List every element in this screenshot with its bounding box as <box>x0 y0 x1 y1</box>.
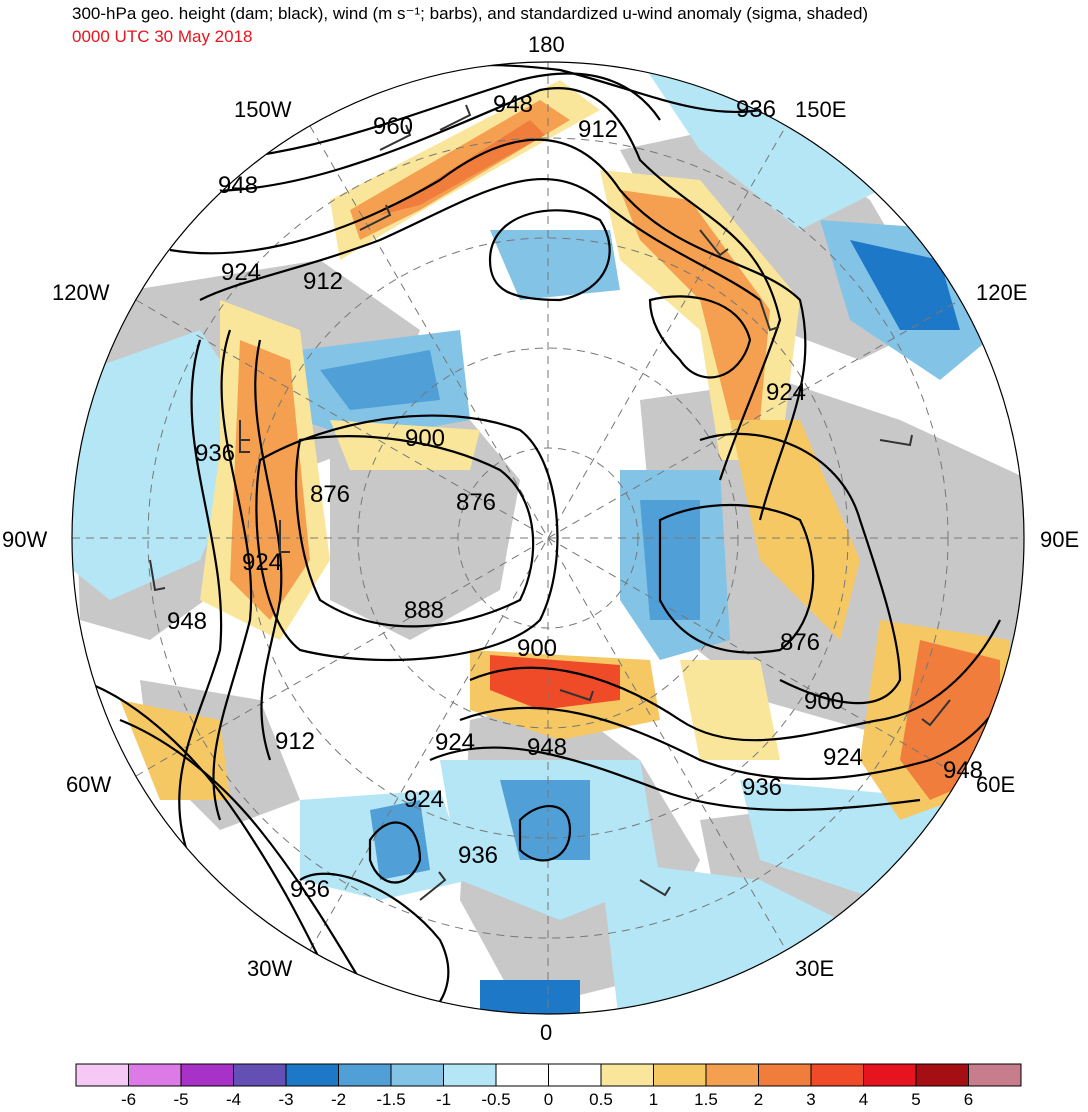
colorbar-tick-label: -1 <box>435 1090 452 1109</box>
colorbar-tick-label: 2 <box>753 1090 764 1109</box>
lon-label-180: 180 <box>528 32 565 57</box>
contour-label: 924 <box>404 786 444 813</box>
contour-label: 936 <box>290 876 330 903</box>
colorbar-tick-label: 3 <box>806 1090 816 1109</box>
contour-label: 876 <box>780 629 820 656</box>
colorbar-tick-label: -5 <box>173 1090 189 1109</box>
contour-label: 936 <box>195 440 235 467</box>
contour-label: 936 <box>458 842 498 869</box>
contour-label: 900 <box>804 688 844 715</box>
contour-label: 936 <box>742 774 782 801</box>
contour-labels: 948 960 912 936 948 924 912 900 876 876 … <box>167 91 983 903</box>
colorbar <box>75 1063 1022 1087</box>
colorbar-swatch <box>285 1063 339 1087</box>
colorbar-tick-label: 0 <box>543 1090 554 1109</box>
graticule <box>72 62 1024 1014</box>
lon-label-90e: 90E <box>1040 527 1080 552</box>
colorbar-swatch <box>863 1063 917 1087</box>
contour-label: 924 <box>823 744 863 771</box>
contour-label: 900 <box>517 635 557 662</box>
colorbar-swatch <box>548 1063 602 1087</box>
contour-label: 936 <box>736 96 776 123</box>
lon-label-60w: 60W <box>66 772 112 797</box>
colorbar-swatch <box>128 1063 182 1087</box>
colorbar-swatch <box>968 1063 1022 1087</box>
colorbar-tick-label: -6 <box>120 1090 137 1109</box>
colorbar-tick-label: 4 <box>858 1090 869 1109</box>
colorbar-swatch <box>75 1063 129 1087</box>
contour-label: 948 <box>527 734 567 761</box>
colorbar-tick-label: 6 <box>963 1090 974 1109</box>
colorbar-tick-label: -2 <box>330 1090 347 1109</box>
lon-label-30w: 30W <box>247 956 293 981</box>
colorbar-tick-label: 1 <box>648 1090 659 1109</box>
colorbar-swatch <box>653 1063 707 1087</box>
colorbar-tick-label: 0.5 <box>589 1090 613 1109</box>
contour-label: 912 <box>578 116 618 143</box>
lon-label-150w: 150W <box>234 97 292 122</box>
lon-label-150e: 150E <box>795 97 847 122</box>
contour-label: 876 <box>310 481 350 508</box>
colorbar-tick-label: -0.5 <box>481 1090 511 1109</box>
contour-label: 900 <box>405 425 445 452</box>
contour-label: 924 <box>766 379 806 406</box>
lon-label-60e: 60E <box>976 772 1016 797</box>
contour-label: 876 <box>456 489 496 516</box>
colorbar-swatch <box>810 1063 864 1087</box>
colorbar-swatch <box>390 1063 444 1087</box>
colorbar-tick-label: 1.5 <box>694 1090 718 1109</box>
contour-label: 960 <box>373 113 413 140</box>
contour-label: 924 <box>221 259 261 286</box>
colorbar-swatch <box>705 1063 759 1087</box>
colorbar-swatch <box>180 1063 234 1087</box>
wind-barbs <box>149 104 951 977</box>
lon-label-120e: 120E <box>976 280 1028 305</box>
colorbar-tick-label: -3 <box>278 1090 294 1109</box>
colorbar-tick-label: -1.5 <box>376 1090 406 1109</box>
colorbar-tick-label: -4 <box>225 1090 242 1109</box>
contour-label: 948 <box>943 757 983 784</box>
colorbar-tick-label: 5 <box>911 1090 921 1109</box>
contour-label: 888 <box>404 597 444 624</box>
colorbar-swatch <box>495 1063 549 1087</box>
contour-label: 948 <box>493 91 533 118</box>
contour-label: 948 <box>218 172 258 199</box>
colorbar-swatch <box>915 1063 969 1087</box>
map-disk <box>72 62 1024 1014</box>
lon-label-120w: 120W <box>52 280 110 305</box>
contour-label: 912 <box>303 268 343 295</box>
contour-label: 924 <box>242 549 282 576</box>
contour-label: 912 <box>275 728 315 755</box>
positive-anomaly-shading <box>120 80 1010 820</box>
map-title: 300-hPa geo. height (dam; black), wind (… <box>72 4 869 23</box>
contour-label: 948 <box>167 608 207 635</box>
colorbar-swatch <box>233 1063 287 1087</box>
lon-label-90w: 90W <box>2 527 48 552</box>
colorbar-swatch <box>338 1063 392 1087</box>
colorbar-swatch <box>443 1063 497 1087</box>
colorbar-swatch <box>758 1063 812 1087</box>
lon-label-0: 0 <box>540 1020 553 1045</box>
contour-label: 924 <box>435 729 475 756</box>
map-subtitle: 0000 UTC 30 May 2018 <box>72 27 253 46</box>
colorbar-swatch <box>600 1063 654 1087</box>
lon-label-30e: 30E <box>795 956 835 981</box>
